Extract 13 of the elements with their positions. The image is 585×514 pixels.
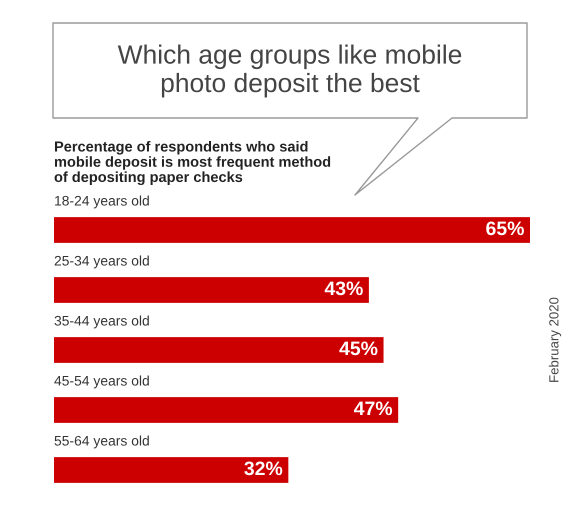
text: February 2020 xyxy=(548,298,562,382)
data-label: 32% xyxy=(244,461,282,476)
y-tick-label: 45-54 years old xyxy=(54,375,149,388)
y-tick-label: 25-34 years old xyxy=(54,255,149,268)
y-tick-label: 35-44 years old xyxy=(54,315,149,328)
data-label: 65% xyxy=(486,221,524,236)
data-label: 45% xyxy=(339,342,378,356)
chart-subtitle: Percentage of respondents who said mobile deposit is most frequent method of depositing paper checks xyxy=(54,140,330,186)
data-label: 47% xyxy=(354,402,392,416)
chart-title: Which age groups like mobile photo deposit the best xyxy=(118,44,462,98)
y-tick-label: 55-64 years old xyxy=(54,435,149,448)
y-tick-label: 18-24 years old xyxy=(55,195,149,208)
data-label: 43% xyxy=(324,281,363,296)
